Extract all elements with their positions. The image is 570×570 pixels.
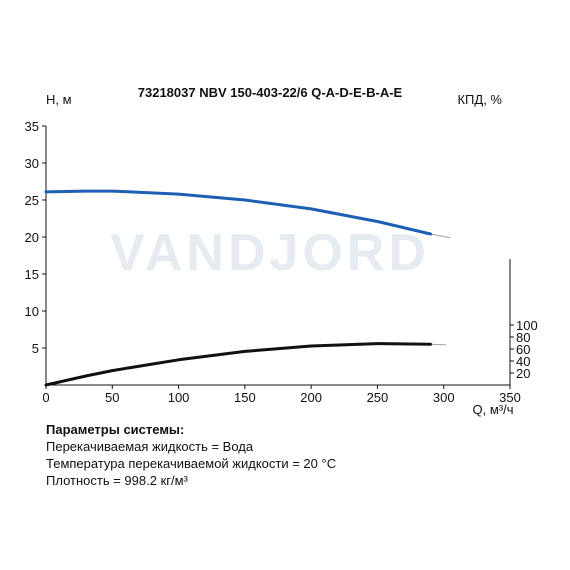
x-tick-label: 250 <box>367 390 389 405</box>
y-right-tick-label: 100 <box>516 318 538 333</box>
x-tick-label: 100 <box>168 390 190 405</box>
efficiency-curve-extrapolation <box>430 343 447 346</box>
x-tick-label: 0 <box>42 390 49 405</box>
efficiency-curve-line <box>44 342 432 387</box>
head-curve-extrapolation <box>430 233 451 239</box>
param-density: Плотность = 998.2 кг/м³ <box>46 473 188 488</box>
y-left-tick-label: 35 <box>25 119 39 134</box>
y-right-tick-label: 40 <box>516 354 530 369</box>
x-tick-label: 300 <box>433 390 455 405</box>
x-axis-label: Q, м³/ч <box>473 402 514 417</box>
x-tick-label: 150 <box>234 390 256 405</box>
param-temperature: Температура перекачиваемой жидкости = 20… <box>46 456 337 471</box>
x-tick-label: 50 <box>105 390 119 405</box>
head-curve-line <box>44 189 432 236</box>
y-left-tick-label: 25 <box>25 193 39 208</box>
y-right-axis-label: КПД, % <box>457 92 502 107</box>
y-left-tick-label: 15 <box>25 267 39 282</box>
system-parameters: Параметры системы: Перекачиваемая жидкос… <box>46 421 336 489</box>
y-left-tick-label: 30 <box>25 156 39 171</box>
ticks-layer: 0 50 100 150 200 250 300 3505101520253035204060… <box>25 119 538 405</box>
y-right-tick-label: 20 <box>516 366 530 381</box>
y-left-tick-label: 5 <box>32 341 39 356</box>
params-heading: Параметры системы: <box>46 422 185 437</box>
param-liquid: Перекачиваемая жидкость = Вода <box>46 439 254 454</box>
x-tick-label: 200 <box>300 390 322 405</box>
watermark-text: VANDJORD <box>110 224 430 282</box>
series-layer <box>44 189 451 387</box>
y-right-tick-label: 60 <box>516 342 530 357</box>
y-right-tick-label: 80 <box>516 330 530 345</box>
pump-curve-chart: VANDJORD 73218037 NBV 150-403-22/6 Q-A-D… <box>25 85 538 417</box>
x-tick-label: 350 <box>499 390 521 405</box>
y-left-axis-label: H, м <box>46 92 72 107</box>
chart-title: 73218037 NBV 150-403-22/6 Q-A-D-E-B-A-E <box>138 85 403 100</box>
y-left-tick-label: 20 <box>25 230 39 245</box>
y-left-tick-label: 10 <box>25 304 39 319</box>
